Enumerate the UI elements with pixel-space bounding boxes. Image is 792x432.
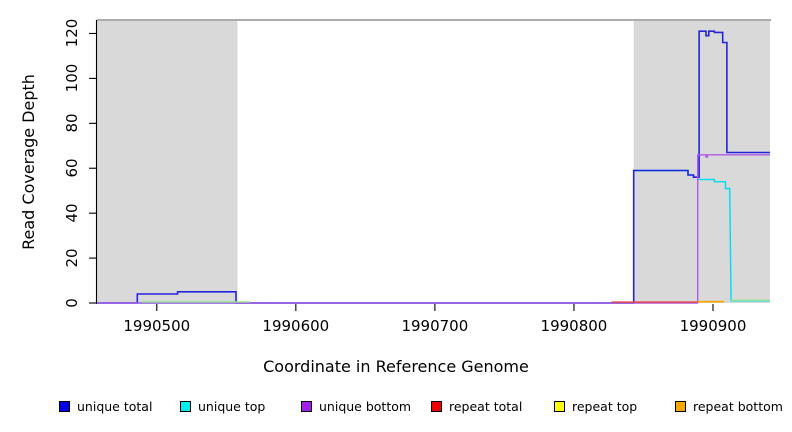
unique-bottom-swatch-icon — [301, 401, 312, 412]
x-axis-title: Coordinate in Reference Genome — [263, 357, 529, 376]
series-line-unique-total — [97, 30, 770, 304]
x-tick-label: 1990600 — [262, 317, 330, 335]
y-tick-label: 0 — [63, 298, 81, 308]
y-tick-label: 40 — [63, 203, 81, 223]
series-line-unique-bottom — [97, 154, 770, 304]
unique-total-swatch-icon — [59, 401, 70, 412]
unique-top-swatch-icon — [180, 401, 191, 412]
legend-item-unique-bottom: unique bottom — [301, 399, 411, 414]
shaded-region-0 — [97, 21, 238, 303]
legend-item-repeat-total: repeat total — [431, 399, 522, 414]
legend-item-label: unique top — [198, 399, 266, 414]
repeat-top-swatch-icon — [554, 401, 565, 412]
x-tick-label: 1990800 — [540, 317, 608, 335]
y-tick-label: 20 — [63, 248, 81, 268]
legend-item-label: repeat top — [572, 399, 638, 414]
legend-item-repeat-top: repeat top — [554, 399, 637, 414]
shaded-region-1 — [633, 21, 770, 303]
x-tick-label: 1990700 — [401, 317, 469, 335]
legend-item-label: unique total — [77, 399, 153, 414]
legend-item-label: repeat total — [449, 399, 523, 414]
legend-item-label: repeat bottom — [693, 399, 783, 414]
legend-item-repeat-bottom: repeat bottom — [675, 399, 783, 414]
x-tick-label: 1990500 — [123, 317, 191, 335]
legend-item-label: unique bottom — [319, 399, 412, 414]
y-tick-label: 100 — [63, 64, 81, 93]
repeat-bottom-swatch-icon — [675, 401, 686, 412]
x-tick-label: 1990900 — [679, 317, 747, 335]
legend-item-unique-top: unique top — [180, 399, 265, 414]
y-tick-label: 120 — [63, 19, 81, 48]
legend-item-unique-total: unique total — [59, 399, 152, 414]
y-tick-label: 60 — [63, 158, 81, 178]
repeat-total-swatch-icon — [431, 401, 442, 412]
y-tick-label: 80 — [63, 113, 81, 133]
